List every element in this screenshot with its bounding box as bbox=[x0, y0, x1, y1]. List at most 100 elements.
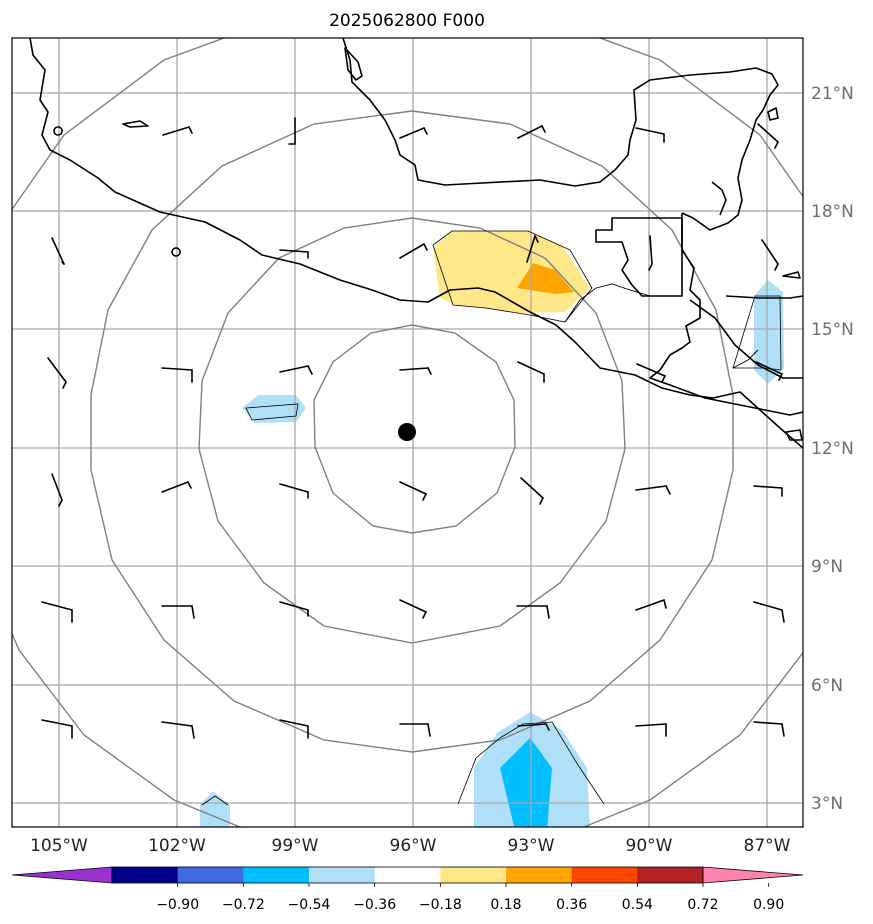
border-mexico-guatemala bbox=[595, 217, 683, 297]
wind-barb bbox=[755, 361, 783, 381]
colorbar-segment bbox=[112, 867, 179, 883]
longitude-label: 90°W bbox=[626, 836, 673, 856]
negative-weak-region-east bbox=[754, 280, 784, 384]
latitude-label: 6°N bbox=[811, 676, 843, 696]
coastline-nw-corner bbox=[344, 47, 363, 81]
wind-barb bbox=[516, 605, 550, 619]
colorbar-segment bbox=[243, 867, 310, 883]
wind-barb bbox=[526, 235, 539, 263]
wind-barb bbox=[635, 723, 667, 737]
colorbar-tick-label: 0.72 bbox=[687, 897, 718, 913]
colorbar-segment bbox=[440, 867, 507, 883]
latitude-label: 21°N bbox=[811, 84, 854, 104]
wind-barb bbox=[161, 605, 195, 619]
longitude-label: 102°W bbox=[148, 836, 206, 856]
colorbar-segment bbox=[374, 867, 441, 883]
colorbar-tick-label: 0.36 bbox=[556, 897, 587, 913]
map-frame bbox=[11, 37, 804, 828]
wind-barb bbox=[753, 601, 785, 623]
wind-barb bbox=[757, 123, 779, 149]
negative-southwest-outline bbox=[201, 795, 229, 806]
wind-barb bbox=[635, 599, 667, 611]
negative-weak-region-west bbox=[242, 395, 306, 423]
colorbar-extend-min bbox=[11, 866, 113, 884]
coastline-honduras bbox=[725, 295, 803, 299]
island-west-2 bbox=[171, 247, 181, 257]
coastlines bbox=[29, 38, 803, 449]
longitude-label: 99°W bbox=[272, 836, 319, 856]
negative-west-outline bbox=[245, 403, 299, 421]
range-ring-2 bbox=[198, 217, 626, 644]
range-rings bbox=[12, 38, 803, 827]
wind-barb bbox=[399, 599, 427, 619]
wind-barb bbox=[288, 117, 296, 145]
range-ring-1 bbox=[313, 324, 516, 534]
negative-mid-region-south bbox=[500, 738, 552, 827]
colorbar-segment bbox=[506, 867, 573, 883]
coastline-gulf-mexico bbox=[342, 38, 779, 231]
wind-barb bbox=[753, 485, 783, 497]
border-central-america bbox=[689, 299, 803, 379]
colorbar-segment bbox=[637, 867, 704, 883]
wind-barb bbox=[399, 127, 428, 139]
wind-barb bbox=[520, 477, 544, 505]
wind-barb bbox=[636, 363, 666, 383]
longitude-label: 96°W bbox=[390, 836, 437, 856]
island-west-3 bbox=[122, 120, 149, 128]
range-ring-4 bbox=[12, 38, 803, 827]
wind-barb bbox=[51, 473, 63, 507]
graticule bbox=[12, 38, 803, 827]
map-title: 2025062800 F000 bbox=[329, 11, 485, 31]
colorbar-tick-label: 0.90 bbox=[753, 897, 784, 913]
wind-barb bbox=[517, 361, 545, 383]
longitude-label: 93°W bbox=[508, 836, 555, 856]
wind-barb bbox=[41, 601, 73, 623]
wind-barb bbox=[47, 357, 67, 389]
negative-weak-region-southwest bbox=[200, 791, 230, 827]
wind-barb bbox=[399, 367, 432, 375]
colorbar-tick-label: 0.18 bbox=[490, 897, 521, 913]
storm-center-marker bbox=[398, 423, 416, 441]
island-west-1 bbox=[53, 126, 63, 136]
wind-barb bbox=[635, 485, 671, 495]
latitude-labels: 21°N 18°N 15°N 12°N 9°N 6°N 3°N bbox=[811, 84, 854, 814]
longitude-label: 105°W bbox=[30, 836, 88, 856]
wind-barb bbox=[279, 601, 309, 617]
wind-barb bbox=[279, 249, 309, 259]
range-ring-3 bbox=[90, 110, 734, 753]
colorbar-tick-label: −0.54 bbox=[288, 897, 331, 913]
wind-barb bbox=[761, 239, 779, 271]
wind-barb bbox=[41, 719, 73, 739]
wind-barb bbox=[399, 723, 431, 737]
colorbar-tick-label: 0.54 bbox=[622, 897, 653, 913]
wind-barb bbox=[279, 483, 309, 499]
wind-barb bbox=[399, 481, 427, 501]
wind-barbs bbox=[41, 117, 785, 739]
latitude-label: 15°N bbox=[811, 320, 854, 340]
colorbar-tick-label: −0.90 bbox=[156, 897, 199, 913]
wind-barb bbox=[162, 126, 193, 136]
colorbar-extend-max bbox=[702, 866, 804, 884]
wind-barb bbox=[517, 723, 550, 731]
wind-barb bbox=[161, 481, 192, 493]
longitude-labels: 105°W 102°W 99°W 96°W 93°W 90°W 87°W bbox=[30, 836, 791, 856]
detail-gulf-of-fonseca bbox=[732, 349, 759, 369]
colorbar-segment bbox=[177, 867, 244, 883]
wind-barb bbox=[161, 721, 195, 739]
island-caribbean-2 bbox=[782, 271, 801, 279]
colorbar-segment bbox=[309, 867, 376, 883]
wind-barb bbox=[161, 367, 193, 383]
longitude-label: 87°W bbox=[744, 836, 791, 856]
wind-barb bbox=[51, 237, 65, 265]
colorbar-frame bbox=[111, 866, 704, 884]
wind-barb bbox=[648, 235, 653, 271]
shading-outlines bbox=[201, 230, 782, 806]
coastline-yucatan-south bbox=[649, 213, 803, 416]
wind-barb bbox=[279, 365, 313, 375]
shading-layer bbox=[200, 231, 784, 827]
colorbar-tick-label: −0.36 bbox=[353, 897, 396, 913]
colorbar-segment bbox=[571, 867, 638, 883]
wind-barb bbox=[635, 127, 665, 143]
latitude-label: 9°N bbox=[811, 557, 843, 577]
